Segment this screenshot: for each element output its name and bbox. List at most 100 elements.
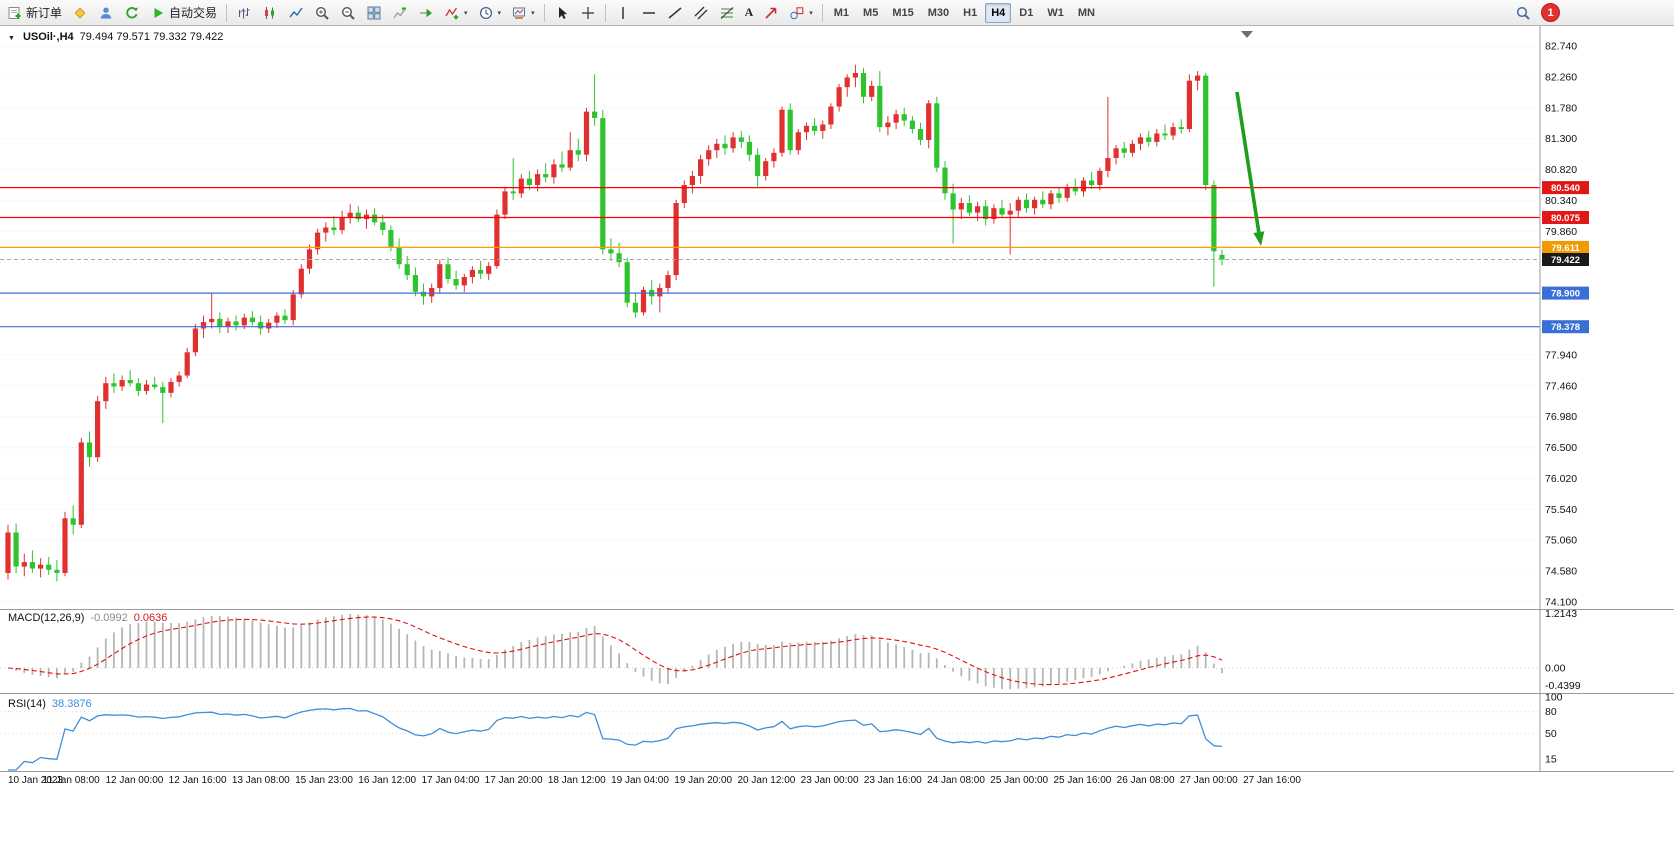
profile-button[interactable] <box>94 2 118 24</box>
shapes-button[interactable]: ▾ <box>785 2 817 24</box>
auto-scroll-button[interactable] <box>414 2 438 24</box>
template-button[interactable]: ▾ <box>507 2 539 24</box>
timeframe-w1-button[interactable]: W1 <box>1041 3 1070 23</box>
ohlc-values: 79.494 79.571 79.332 79.422 <box>79 31 224 43</box>
periods-clock-icon <box>479 6 492 19</box>
timeframe-mn-button[interactable]: MN <box>1072 3 1101 23</box>
time-tick-label: 23 Jan 16:00 <box>864 775 922 786</box>
main-toolbar: 新订单 自动交易 <box>0 0 1674 26</box>
refresh-button[interactable] <box>120 2 144 24</box>
bar-chart-icon <box>239 7 250 18</box>
vertical-line-icon <box>621 6 624 19</box>
toolbar-separator <box>821 3 823 22</box>
template-icon <box>513 7 526 19</box>
candlestick-chart-button[interactable] <box>258 2 282 24</box>
periods-button[interactable]: ▾ <box>474 2 506 24</box>
arrow-head <box>1253 231 1265 246</box>
line-chart-button[interactable] <box>284 2 308 24</box>
timeframe-m5-button[interactable]: M5 <box>857 3 884 23</box>
zoom-out-icon <box>342 6 355 20</box>
indicators-icon <box>445 7 459 19</box>
time-tick-label: 23 Jan 00:00 <box>801 775 859 786</box>
candlestick-chart-icon <box>265 6 275 19</box>
timeframe-m1-button[interactable]: M1 <box>828 3 855 23</box>
one-click-trading-toggle[interactable]: ▼ <box>8 35 15 42</box>
zoom-out-button[interactable] <box>336 2 360 24</box>
price-tick-label: 76.020 <box>1545 473 1577 485</box>
arrows-tool-button[interactable] <box>759 2 783 24</box>
search-button[interactable] <box>1511 2 1535 24</box>
fibonacci-button[interactable] <box>715 2 739 24</box>
price-badge <box>1542 286 1589 300</box>
chart-shift-marker[interactable] <box>1241 31 1253 38</box>
rsi-axis-label: 50 <box>1545 728 1557 740</box>
price-badge <box>1542 253 1589 266</box>
price-chart[interactable]: 82.740 82.260 81.780 81.300 80.820 80.340 79.8… <box>0 26 1674 845</box>
crosshair-button[interactable] <box>576 2 600 24</box>
price-badge <box>1542 320 1589 334</box>
time-tick-label: 17 Jan 04:00 <box>421 775 479 786</box>
vertical-line-button[interactable] <box>611 2 635 24</box>
search-icon <box>1516 6 1530 20</box>
timeframe-h4-button[interactable]: H4 <box>985 2 1012 23</box>
time-tick-label: 25 Jan 16:00 <box>1053 775 1111 786</box>
time-tick-label: 19 Jan 04:00 <box>611 775 669 786</box>
refresh-icon <box>126 6 139 18</box>
time-tick-label: 11 Jan 08:00 <box>43 775 101 786</box>
time-tick-label: 25 Jan 00:00 <box>990 775 1048 786</box>
timeframe-m30-button[interactable]: M30 <box>922 3 955 23</box>
text-button[interactable]: A <box>741 2 758 24</box>
time-tick-label: 13 Jan 08:00 <box>232 775 290 786</box>
shapes-icon <box>790 6 804 19</box>
indicators-button[interactable]: ▾ <box>440 2 472 24</box>
chart-area: 82.740 82.260 81.780 81.300 80.820 80.340 79.8… <box>0 26 1674 845</box>
price-tick-label: 75.540 <box>1545 504 1577 516</box>
price-tick-label: 82.740 <box>1545 41 1577 53</box>
bar-chart-button[interactable] <box>232 2 256 24</box>
new-order-button[interactable]: 新订单 <box>3 2 66 24</box>
macd-axis-label: 0.00 <box>1545 663 1566 675</box>
macd-signal-line <box>7 616 1223 686</box>
time-tick-label: 12 Jan 16:00 <box>169 775 227 786</box>
price-badge-label: 78.378 <box>1551 322 1580 333</box>
macd-signal-value: 0.0636 <box>133 612 168 624</box>
timeframe-m15-button[interactable]: M15 <box>886 3 919 23</box>
dropdown-arrow-icon: ▾ <box>497 9 502 17</box>
channel-button[interactable] <box>689 2 713 24</box>
price-tick-label: 74.580 <box>1545 566 1577 578</box>
channel-icon <box>694 6 708 19</box>
timeframe-h1-button[interactable]: H1 <box>957 3 983 23</box>
rsi-line <box>8 707 1223 771</box>
timeframe-d1-button[interactable]: D1 <box>1013 3 1039 23</box>
dropdown-arrow-icon: ▾ <box>809 9 813 17</box>
price-tick-label: 79.860 <box>1545 226 1577 238</box>
price-badge-label: 80.075 <box>1551 213 1581 224</box>
crosshair-icon <box>581 6 594 19</box>
time-tick-label: 24 Jan 08:00 <box>927 775 985 786</box>
down-arrow-annotation[interactable] <box>1235 91 1261 233</box>
cursor-button[interactable] <box>550 2 574 24</box>
candles-layer[interactable] <box>5 64 1225 582</box>
toolbar-right-group: 1 <box>1510 2 1560 24</box>
price-tick-label: 76.500 <box>1545 442 1577 454</box>
zoom-in-button[interactable] <box>310 2 334 24</box>
auto-trading-play-icon <box>154 7 164 18</box>
trendline-button[interactable] <box>663 2 687 24</box>
horizontal-line-button[interactable] <box>637 2 661 24</box>
auto-trading-button[interactable]: 自动交易 <box>146 2 221 24</box>
time-tick-label: 12 Jan 00:00 <box>105 775 163 786</box>
chart-shift-button[interactable] <box>388 2 412 24</box>
price-badge <box>1542 211 1589 224</box>
yellow-diamond-icon <box>74 6 86 19</box>
line-chart-icon <box>289 7 303 17</box>
price-badge <box>1542 240 1589 254</box>
notification-badge[interactable]: 1 <box>1541 3 1560 22</box>
tile-windows-button[interactable] <box>362 2 386 24</box>
price-badge-label: 78.900 <box>1551 289 1580 300</box>
new-order-label: 新订单 <box>26 6 63 20</box>
price-tick-label: 82.260 <box>1545 71 1577 83</box>
market-watch-button[interactable] <box>68 2 92 24</box>
macd-indicator-label: MACD(12,26,9) -0.0992 0.0636 <box>8 612 167 624</box>
time-tick-label: 27 Jan 16:00 <box>1243 775 1301 786</box>
